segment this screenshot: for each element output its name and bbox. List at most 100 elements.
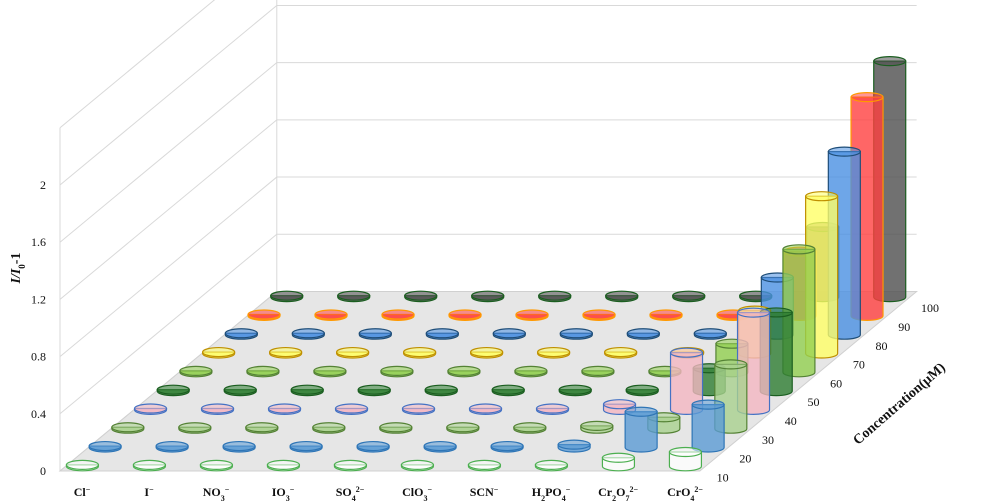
cylinder-bar bbox=[423, 440, 457, 453]
cylinder-bar bbox=[625, 384, 659, 397]
category-label: SO42− bbox=[336, 485, 365, 502]
cylinder-bar bbox=[604, 346, 638, 359]
cylinder-bar bbox=[491, 384, 525, 397]
depth-tick-label: 10 bbox=[717, 470, 729, 484]
category-label: IO3− bbox=[272, 485, 295, 502]
cylinder-bar bbox=[111, 422, 145, 434]
depth-tick-label: 50 bbox=[807, 395, 819, 409]
cylinder-bar bbox=[334, 403, 369, 415]
cylinder-bar bbox=[672, 290, 706, 303]
cylinder-bar bbox=[626, 328, 660, 340]
cylinder-bar bbox=[133, 403, 168, 415]
grid-line bbox=[59, 0, 216, 129]
cylinder-bar bbox=[267, 403, 302, 415]
cylinder-bar bbox=[537, 346, 571, 359]
category-label: Cr2O72− bbox=[598, 485, 638, 502]
cylinder-bar bbox=[313, 365, 347, 378]
cylinder-bar bbox=[336, 346, 370, 359]
cylinder-bar bbox=[602, 399, 637, 415]
category-label: I− bbox=[144, 485, 154, 500]
cylinder-bar bbox=[448, 309, 482, 321]
cylinder-bar bbox=[535, 403, 570, 415]
category-label: Cl− bbox=[74, 485, 91, 500]
cylinder-bar bbox=[514, 365, 548, 378]
cylinder-bar bbox=[155, 440, 189, 453]
cylinder-bar bbox=[582, 309, 616, 321]
category-label: CrO42− bbox=[667, 485, 703, 502]
cylinder-bar bbox=[88, 440, 122, 453]
cylinder-bar bbox=[538, 290, 572, 303]
cylinder-bar bbox=[199, 459, 234, 472]
y-axis-title-i0: I bbox=[9, 268, 24, 275]
cylinder-bar bbox=[337, 290, 371, 303]
cylinder-bar bbox=[224, 328, 258, 340]
y-tick-label: 0.4 bbox=[31, 407, 46, 421]
cylinder-bar bbox=[247, 309, 281, 321]
cylinder-bar bbox=[269, 346, 303, 359]
y-tick-label: 0 bbox=[40, 464, 46, 478]
cylinder-bar bbox=[534, 459, 569, 472]
y-tick-label: 2 bbox=[40, 178, 46, 192]
category-label: H2PO4− bbox=[532, 485, 571, 502]
chart-bars bbox=[65, 56, 907, 472]
depth-tick-label: 70 bbox=[853, 358, 865, 372]
cylinder-bar bbox=[381, 309, 415, 321]
cylinder-bar bbox=[601, 452, 636, 472]
cylinder-bar bbox=[401, 403, 436, 415]
cylinder-bar bbox=[65, 459, 100, 472]
cylinder-bar bbox=[691, 399, 725, 453]
cylinder-bar bbox=[357, 384, 391, 397]
cylinder-bar bbox=[447, 365, 481, 378]
y-axis-title-sub: 0 bbox=[17, 264, 27, 269]
cylinder-bar bbox=[513, 422, 547, 434]
y-axis-title: I/I0-1 bbox=[9, 253, 27, 285]
depth-tick-label: 80 bbox=[876, 339, 888, 353]
grid-line bbox=[59, 62, 917, 243]
cylinder-bar bbox=[333, 459, 368, 472]
cylinder-bar bbox=[490, 440, 524, 453]
depth-axis-title: Concentration(μM) bbox=[851, 360, 949, 448]
cylinder-bar bbox=[557, 439, 591, 453]
y-tick-label: 1.2 bbox=[31, 292, 46, 306]
cylinder-bar bbox=[400, 459, 435, 472]
cylinder-bar bbox=[245, 422, 279, 434]
cylinder-bar bbox=[515, 309, 549, 321]
y-tick-label: 0.8 bbox=[31, 350, 46, 364]
depth-tick-label: 30 bbox=[762, 433, 774, 447]
chart-walls bbox=[59, 0, 917, 472]
y-axis-title-slash: / bbox=[9, 273, 24, 279]
y-axis-title-rest: -1 bbox=[9, 253, 24, 265]
cylinder-bar bbox=[471, 290, 505, 303]
depth-tick-label: 20 bbox=[739, 452, 751, 466]
cylinder-bar bbox=[202, 346, 236, 359]
cylinder-bar bbox=[312, 422, 346, 434]
cylinder-bar bbox=[580, 420, 614, 434]
grid-line bbox=[59, 4, 917, 186]
cylinder-bar bbox=[178, 422, 212, 434]
category-label: SCN− bbox=[470, 485, 499, 500]
cylinder-bar bbox=[156, 384, 190, 397]
cylinder-bar bbox=[605, 290, 639, 303]
cylinder-bar bbox=[624, 406, 658, 453]
cylinder-bar bbox=[668, 446, 703, 472]
cylinder-bar bbox=[314, 309, 348, 321]
cylinder-bar bbox=[403, 346, 437, 359]
cylinder-bar bbox=[467, 459, 502, 472]
y-tick-label: 1.6 bbox=[31, 235, 46, 249]
cylinder-bar bbox=[425, 328, 459, 340]
cylinder-bar bbox=[380, 365, 414, 378]
cylinder-bar bbox=[468, 403, 503, 415]
depth-tick-label: 90 bbox=[898, 320, 910, 334]
y-axis-title-i: I bbox=[9, 277, 24, 284]
cylinder-bar bbox=[179, 365, 213, 378]
cylinder-bar bbox=[492, 328, 526, 340]
cylinder-bar bbox=[559, 328, 593, 340]
cylinder-bar bbox=[424, 384, 458, 397]
depth-tick-label: 40 bbox=[785, 414, 797, 428]
cylinder-bar bbox=[132, 459, 167, 472]
cylinder-bar bbox=[246, 365, 280, 378]
category-label: NO3− bbox=[203, 485, 230, 502]
cylinder-bar bbox=[222, 440, 256, 453]
cylinder-bar bbox=[358, 328, 392, 340]
